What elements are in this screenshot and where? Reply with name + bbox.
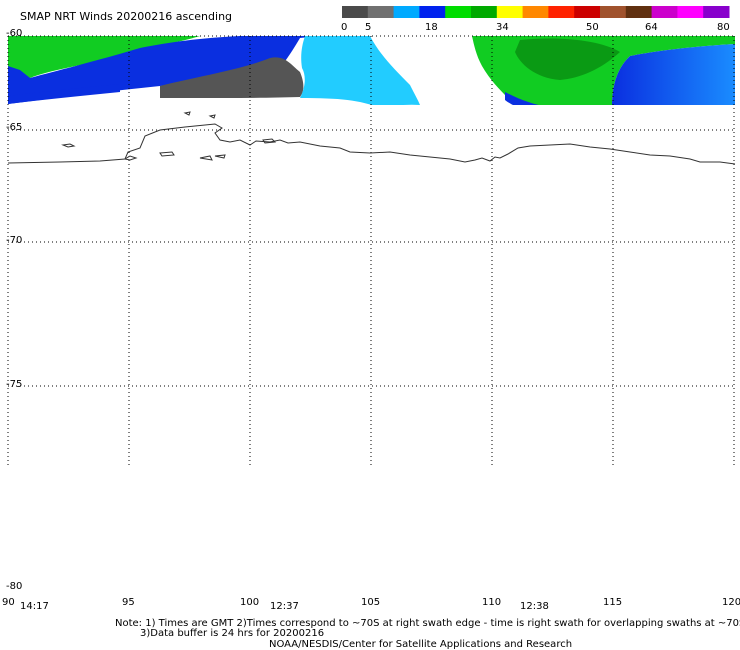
latitude-labels: -60 -65 -70 -75 -80	[6, 28, 22, 592]
lon-label-95: 95	[122, 597, 135, 608]
time-label-1237: 12:37	[270, 601, 299, 612]
lon-label-100: 100	[240, 597, 259, 608]
lat-label-80: -80	[6, 581, 22, 592]
wind-area-gray	[160, 57, 304, 98]
colorbar-swatch	[625, 6, 653, 18]
colorbar-swatch	[600, 6, 627, 18]
lon-label-105: 105	[361, 597, 380, 608]
colorbar-swatch	[419, 6, 446, 18]
colorbar: 0 5 18 34 50 64 80	[341, 6, 730, 33]
colorbar-label-80: 80	[717, 22, 730, 33]
lat-label-75: -75	[6, 379, 22, 390]
colorbar-swatch	[342, 6, 369, 18]
time-label-1417: 14:17	[20, 601, 49, 612]
coastline	[7, 111, 736, 165]
colorbar-label-5: 5	[365, 22, 371, 33]
colorbar-label-0: 0	[341, 22, 347, 33]
lon-label-110: 110	[482, 597, 501, 608]
map-title: SMAP NRT Winds 20200216 ascending	[20, 10, 232, 23]
colorbar-swatches	[342, 6, 730, 18]
lon-label-90: 90	[2, 597, 15, 608]
colorbar-labels: 0 5 18 34 50 64 80	[341, 22, 730, 33]
lat-label-70: -70	[6, 235, 22, 246]
wind-area-blue	[8, 36, 320, 104]
colorbar-swatch	[651, 6, 678, 18]
note-line-2: 3)Data buffer is 24 hrs for 20200216	[140, 628, 324, 639]
wind-area-dark-green	[515, 38, 620, 80]
time-labels: 14:17 12:37 12:38	[20, 601, 549, 612]
lon-label-115: 115	[603, 597, 622, 608]
colorbar-swatch	[574, 6, 601, 18]
note-line-1: Note: 1) Times are GMT 2)Times correspon…	[115, 618, 740, 629]
colorbar-label-34: 34	[496, 22, 509, 33]
wind-area-blue-right	[612, 44, 735, 115]
colorbar-swatch	[548, 6, 575, 18]
longitude-labels: 90 95 100 105 110 115 120	[2, 597, 740, 608]
wind-area-cyan	[300, 36, 420, 108]
time-label-1238: 12:38	[520, 601, 549, 612]
colorbar-swatch	[703, 6, 730, 18]
colorbar-swatch	[496, 6, 524, 18]
note-line-3: NOAA/NESDIS/Center for Satellite Applica…	[269, 639, 572, 650]
colorbar-swatch	[445, 6, 472, 18]
colorbar-swatch	[471, 6, 498, 18]
colorbar-swatch	[677, 6, 704, 18]
colorbar-swatch	[522, 6, 549, 18]
footnotes: Note: 1) Times are GMT 2)Times correspon…	[115, 618, 740, 650]
lat-label-65: -65	[6, 122, 22, 133]
colorbar-label-50: 50	[586, 22, 599, 33]
colorbar-swatch	[367, 6, 395, 18]
lon-label-120: 120	[722, 597, 740, 608]
colorbar-label-64: 64	[645, 22, 658, 33]
wind-swath-left	[8, 36, 420, 108]
colorbar-label-18: 18	[425, 22, 438, 33]
wind-area-blue-edge	[8, 84, 120, 104]
no-data-band	[8, 105, 735, 125]
lat-label-60: -60	[6, 28, 22, 39]
colorbar-swatch	[393, 6, 420, 18]
wind-swath-right	[472, 36, 735, 115]
